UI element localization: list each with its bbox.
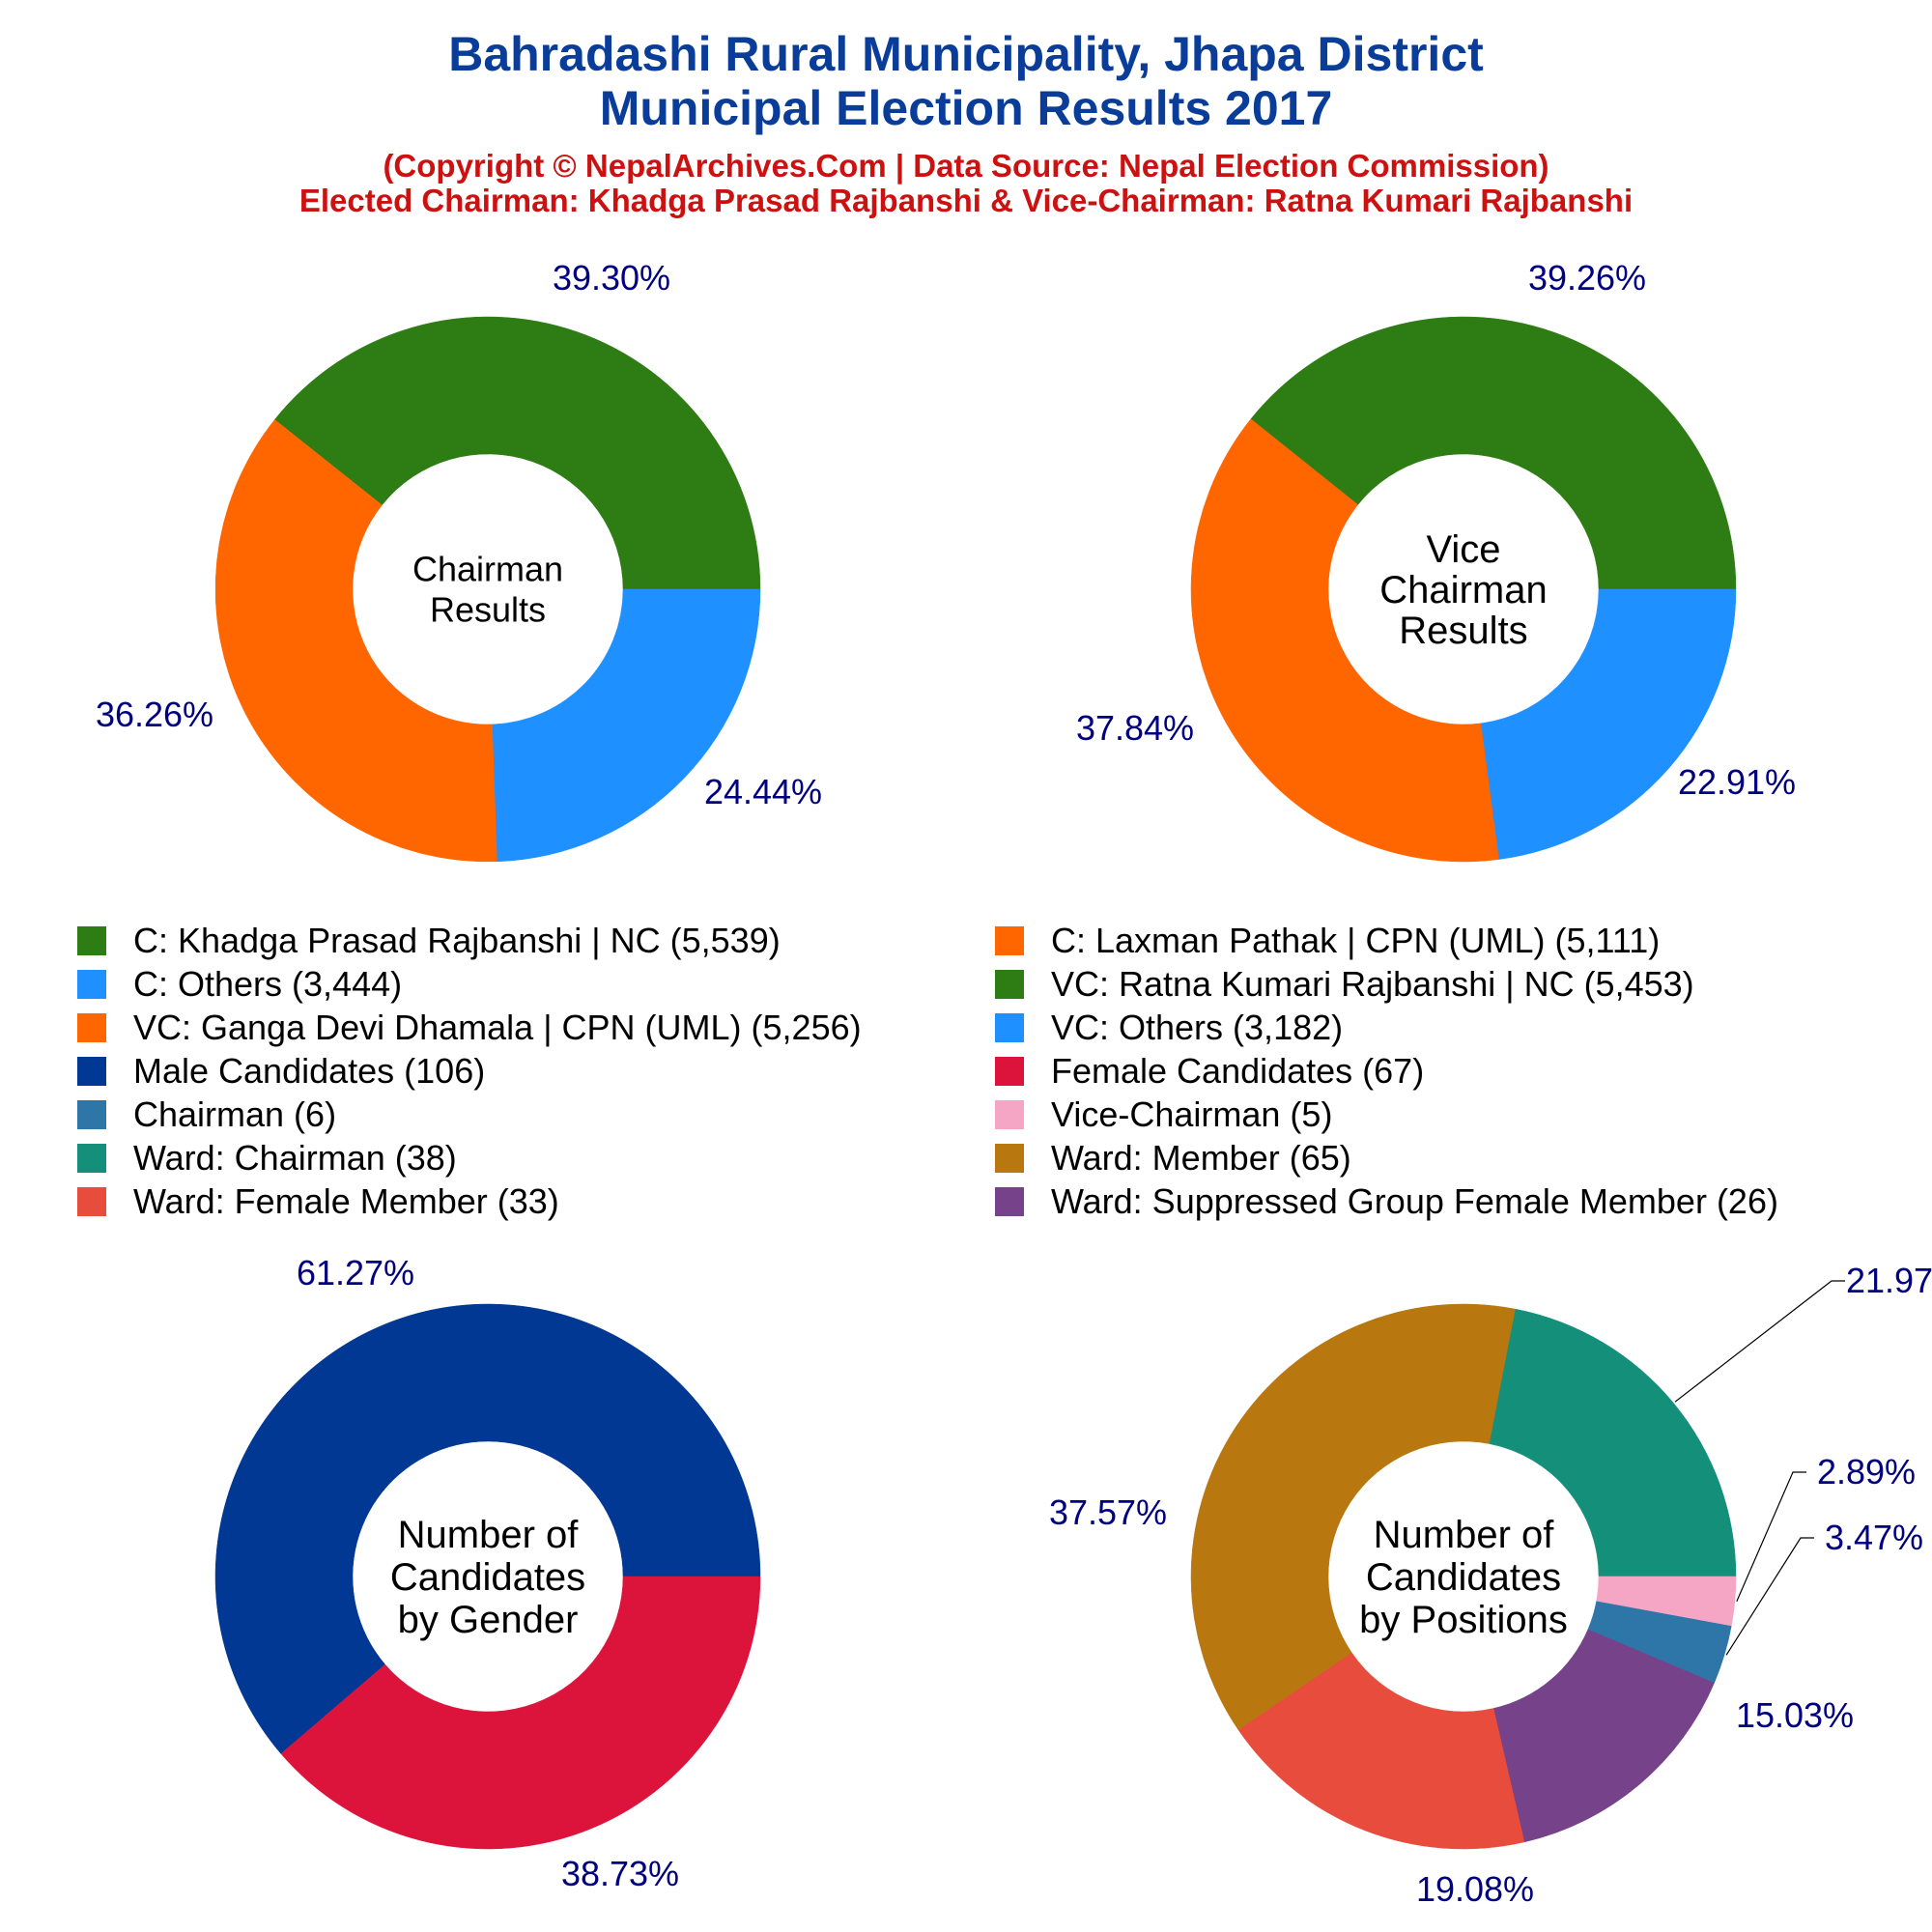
slice-percent-label: 37.84% [1076,708,1194,748]
legend-item: Ward: Chairman (38) [77,1137,457,1179]
slice-percent-label: 38.73% [561,1854,679,1893]
slice-percent-label: 22.91% [1678,762,1796,802]
legend-swatch [77,1100,106,1129]
legend-swatch [77,1057,106,1086]
slice-percent-label: 61.27% [297,1253,414,1293]
legend-item: Chairman (6) [77,1094,336,1136]
legend-item: Ward: Suppressed Group Female Member (26… [995,1180,1778,1223]
legend-item: C: Khadga Prasad Rajbanshi | NC (5,539) [77,920,781,962]
pie-slice [214,1303,761,1754]
legend-swatch [77,926,106,955]
donut-center-label: Vice [1426,528,1500,571]
legend-label: VC: Ganga Devi Dhamala | CPN (UML) (5,25… [133,1008,862,1047]
donut-center-label: Chairman [1379,569,1547,611]
legend-item: Female Candidates (67) [995,1050,1424,1093]
donut-center-label: Candidates [390,1556,585,1599]
pie-slice [1237,1652,1525,1850]
legend-label: Ward: Member (65) [1051,1138,1351,1178]
slice-percent-label: 39.30% [553,258,670,298]
legend-swatch [77,1013,106,1042]
donut-center-label: Results [430,590,546,630]
legend-item: Ward: Female Member (33) [77,1180,559,1223]
legend-label: VC: Ratna Kumari Rajbanshi | NC (5,453) [1051,964,1694,1004]
slice-percent-label: 24.44% [704,772,822,811]
donut-center-label: Results [1399,610,1527,652]
slice-percent-label: 19.08% [1416,1869,1534,1909]
slice-percent-label: 2.89% [1817,1452,1916,1492]
legend-swatch [77,1187,106,1216]
pie-slice [1493,1629,1716,1843]
legend-swatch [995,1144,1024,1173]
donut-center-label: Chairman [412,550,563,589]
pie-slice [1489,1308,1737,1577]
legend-swatch [77,1144,106,1173]
pie-slice [280,1576,761,1850]
slice-percent-label: 21.97% [1846,1261,1932,1300]
leader-line [1725,1537,1814,1656]
legend-swatch [995,1187,1024,1216]
pie-slice [1190,418,1500,863]
pie-slice [1481,588,1737,860]
legend-item: VC: Others (3,182) [995,1007,1343,1049]
legend-item: Ward: Member (65) [995,1137,1351,1179]
legend-label: Female Candidates (67) [1051,1051,1425,1091]
legend-label: Male Candidates (106) [133,1051,486,1091]
donut-center-label: Number of [398,1514,580,1556]
pie-slice [214,419,498,863]
pie-slice [274,316,761,590]
chart-title-line2: Municipal Election Results 2017 [599,81,1333,135]
donut-center-label: Candidates [1366,1556,1561,1599]
legend-item: VC: Ratna Kumari Rajbanshi | NC (5,453) [995,963,1694,1006]
legend-label: C: Khadga Prasad Rajbanshi | NC (5,539) [133,921,781,960]
pie-slice [1190,1303,1516,1731]
legend-item: Male Candidates (106) [77,1050,485,1093]
chart-title-line1: Bahradashi Rural Municipality, Jhapa Dis… [448,27,1484,81]
legend-swatch [995,926,1024,955]
slice-percent-label: 3.47% [1825,1518,1923,1557]
legend-item: C: Others (3,444) [77,963,402,1006]
legend-label: VC: Others (3,182) [1051,1008,1344,1047]
legend-label: Ward: Suppressed Group Female Member (26… [1051,1181,1778,1221]
legend-item: Vice-Chairman (5) [995,1094,1332,1136]
leader-line [1674,1280,1845,1403]
chart-subtitle-line1: (Copyright © NepalArchives.Com | Data So… [383,148,1549,184]
pie-slice [1596,1576,1737,1627]
slice-percent-label: 39.26% [1528,258,1646,298]
donut-center-label: by Gender [398,1599,579,1641]
legend-label: C: Laxman Pathak | CPN (UML) (5,111) [1051,921,1661,960]
pie-slice [1250,316,1737,590]
chart-subtitle-line2: Elected Chairman: Khadga Prasad Rajbansh… [298,183,1634,218]
pie-slice [492,588,761,863]
legend-label: C: Others (3,444) [133,964,403,1004]
legend-label: Ward: Chairman (38) [133,1138,457,1178]
legend-swatch [995,1100,1024,1129]
legend-swatch [995,970,1024,999]
legend-item: VC: Ganga Devi Dhamala | CPN (UML) (5,25… [77,1007,862,1049]
donut-center-label: Number of [1374,1514,1555,1556]
leader-line [1736,1471,1806,1602]
legend-label: Ward: Female Member (33) [133,1181,559,1221]
legend-swatch [995,1013,1024,1042]
slice-percent-label: 36.26% [96,695,213,734]
legend-item: C: Laxman Pathak | CPN (UML) (5,111) [995,920,1660,962]
slice-percent-label: 15.03% [1736,1695,1854,1735]
legend-label: Chairman (6) [133,1094,337,1134]
legend-swatch [77,970,106,999]
donut-center-label: by Positions [1359,1599,1568,1641]
legend-label: Vice-Chairman (5) [1051,1094,1333,1134]
legend-swatch [995,1057,1024,1086]
slice-percent-label: 37.57% [1049,1492,1167,1532]
